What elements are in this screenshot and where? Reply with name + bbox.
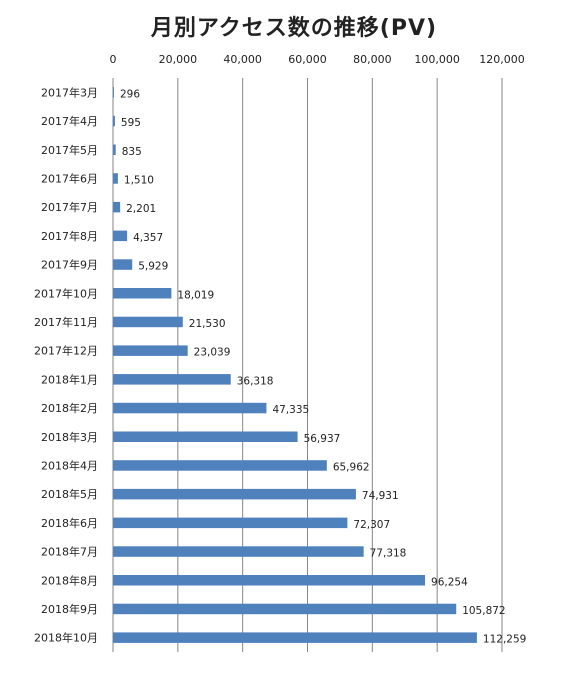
bar-0	[113, 87, 114, 98]
x-tick-label-1: 20,000	[159, 53, 198, 66]
data-label-11: 47,335	[272, 404, 309, 416]
data-label-6: 5,929	[138, 261, 168, 273]
bar-16	[113, 546, 364, 557]
category-label-16: 2018年7月	[41, 545, 98, 559]
category-label-15: 2018年6月	[41, 516, 98, 530]
category-label-4: 2017年7月	[41, 200, 98, 214]
category-label-9: 2017年12月	[34, 344, 98, 358]
category-label-6: 2017年9月	[41, 258, 98, 272]
bar-7	[113, 288, 172, 299]
bar-3	[113, 173, 118, 184]
data-label-3: 1,510	[124, 174, 154, 186]
bar-5	[113, 230, 128, 242]
data-label-12: 56,937	[304, 433, 341, 445]
x-tick-label-5: 100,000	[414, 53, 460, 66]
category-label-10: 2018年1月	[41, 372, 98, 386]
category-label-12: 2018年3月	[41, 430, 98, 444]
bar-8	[113, 316, 183, 328]
x-tick-label-2: 40,000	[223, 53, 262, 66]
data-label-0: 296	[120, 88, 140, 100]
category-label-2: 2017年5月	[41, 143, 98, 157]
bar-10	[113, 374, 231, 385]
bar-12	[113, 431, 298, 442]
category-label-19: 2018年10月	[34, 631, 98, 645]
category-label-17: 2018年8月	[41, 573, 98, 587]
bar-14	[113, 488, 356, 500]
data-label-17: 96,254	[431, 576, 468, 588]
category-label-7: 2017年10月	[34, 286, 98, 300]
category-label-3: 2017年6月	[41, 171, 98, 185]
category-label-18: 2018年9月	[41, 602, 98, 616]
data-label-14: 74,931	[362, 490, 399, 502]
category-label-8: 2017年11月	[34, 315, 98, 329]
category-label-14: 2018年5月	[41, 487, 98, 501]
data-label-1: 595	[121, 117, 141, 129]
data-label-4: 2,201	[126, 203, 156, 215]
x-tick-label-0: 0	[110, 53, 117, 66]
x-tick-label-6: 120,000	[479, 53, 525, 66]
data-label-16: 77,318	[370, 548, 407, 560]
x-tick-label-4: 80,000	[353, 53, 392, 66]
bar-13	[113, 460, 327, 471]
category-label-13: 2018年4月	[41, 458, 98, 472]
category-label-1: 2017年4月	[41, 114, 98, 128]
bar-2	[113, 144, 116, 155]
data-label-7: 18,019	[177, 289, 214, 301]
bar-11	[113, 402, 267, 414]
bar-19	[113, 632, 477, 643]
data-label-15: 72,307	[353, 519, 390, 531]
bar-9	[113, 345, 188, 356]
category-label-0: 2017年3月	[41, 85, 98, 99]
bar-4	[113, 201, 121, 213]
chart-title: 月別アクセス数の推移(PV)	[150, 16, 438, 41]
data-label-10: 36,318	[237, 375, 274, 387]
data-label-5: 4,357	[133, 232, 163, 244]
data-label-8: 21,530	[189, 318, 226, 330]
category-label-5: 2017年8月	[41, 229, 98, 243]
bar-1	[113, 115, 115, 127]
data-label-18: 105,872	[462, 605, 505, 617]
data-label-19: 112,259	[483, 634, 526, 646]
data-label-2: 835	[122, 146, 142, 158]
category-label-11: 2018年2月	[41, 401, 98, 415]
data-label-9: 23,039	[194, 347, 231, 359]
bar-6	[113, 259, 133, 270]
data-label-13: 65,962	[333, 461, 370, 473]
bar-17	[113, 575, 426, 586]
bar-15	[113, 517, 348, 529]
bar-18	[113, 603, 457, 615]
x-tick-label-3: 60,000	[288, 53, 327, 66]
